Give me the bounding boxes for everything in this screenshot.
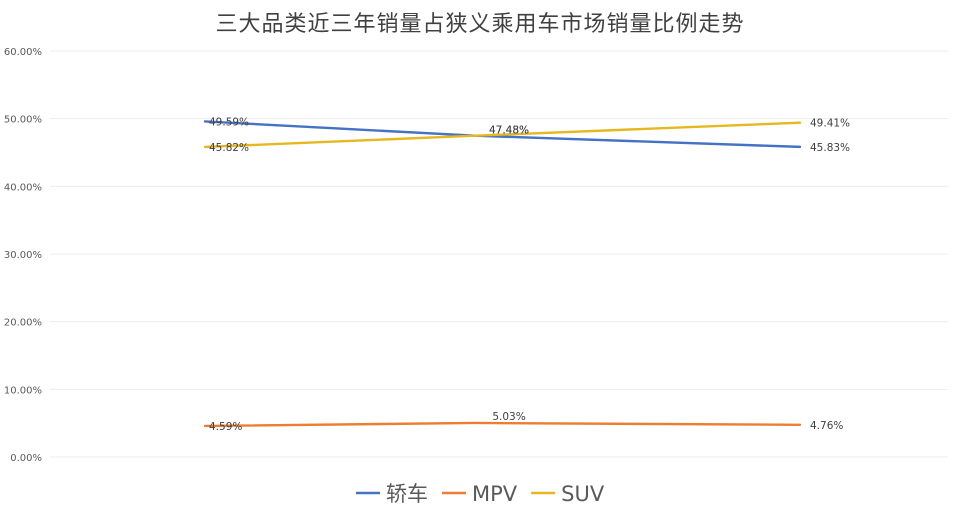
legend-label: 轿车: [386, 482, 428, 506]
data-label: 49.41%: [810, 118, 850, 130]
data-label: 49.59%: [209, 116, 249, 128]
series-line: [203, 121, 802, 149]
y-tick-label: 40.00%: [4, 182, 42, 193]
legend-label: SUV: [561, 482, 605, 506]
gridlines: [50, 50, 948, 458]
y-tick-label: 20.00%: [4, 318, 42, 329]
legend-item: 轿车: [356, 482, 428, 506]
y-tick-label: 10.00%: [4, 385, 42, 396]
data-labels: 49.59% 47.48% 45.83% 4.59% 5.03% 4.76% 45.82% 4…: [209, 116, 850, 433]
y-axis: 0.00% 10.00% 20.00% 30.00% 40.00% 50.00% 60.00…: [4, 47, 42, 464]
data-label: 4.59%: [209, 421, 242, 433]
data-label: 47.48%: [489, 125, 529, 137]
legend: 轿车 MPV SUV: [356, 482, 605, 506]
y-tick-label: 30.00%: [4, 250, 42, 261]
y-tick-label: 0.00%: [10, 453, 42, 464]
legend-item: MPV: [442, 482, 518, 506]
data-label: 47.48%: [489, 125, 529, 137]
chart-title: 三大品类近三年销量占狭义乘用车市场销量比例走势: [215, 12, 745, 37]
data-label: 45.82%: [209, 142, 249, 154]
data-label: 4.76%: [810, 420, 843, 432]
y-tick-label: 50.00%: [4, 115, 42, 126]
series-line: [203, 421, 802, 428]
data-label: 5.03%: [492, 411, 525, 423]
legend-label: MPV: [472, 482, 518, 506]
y-tick-label: 60.00%: [4, 47, 42, 58]
data-label: 45.83%: [810, 142, 850, 154]
legend-item: SUV: [531, 482, 605, 506]
series-lines: [203, 120, 802, 428]
